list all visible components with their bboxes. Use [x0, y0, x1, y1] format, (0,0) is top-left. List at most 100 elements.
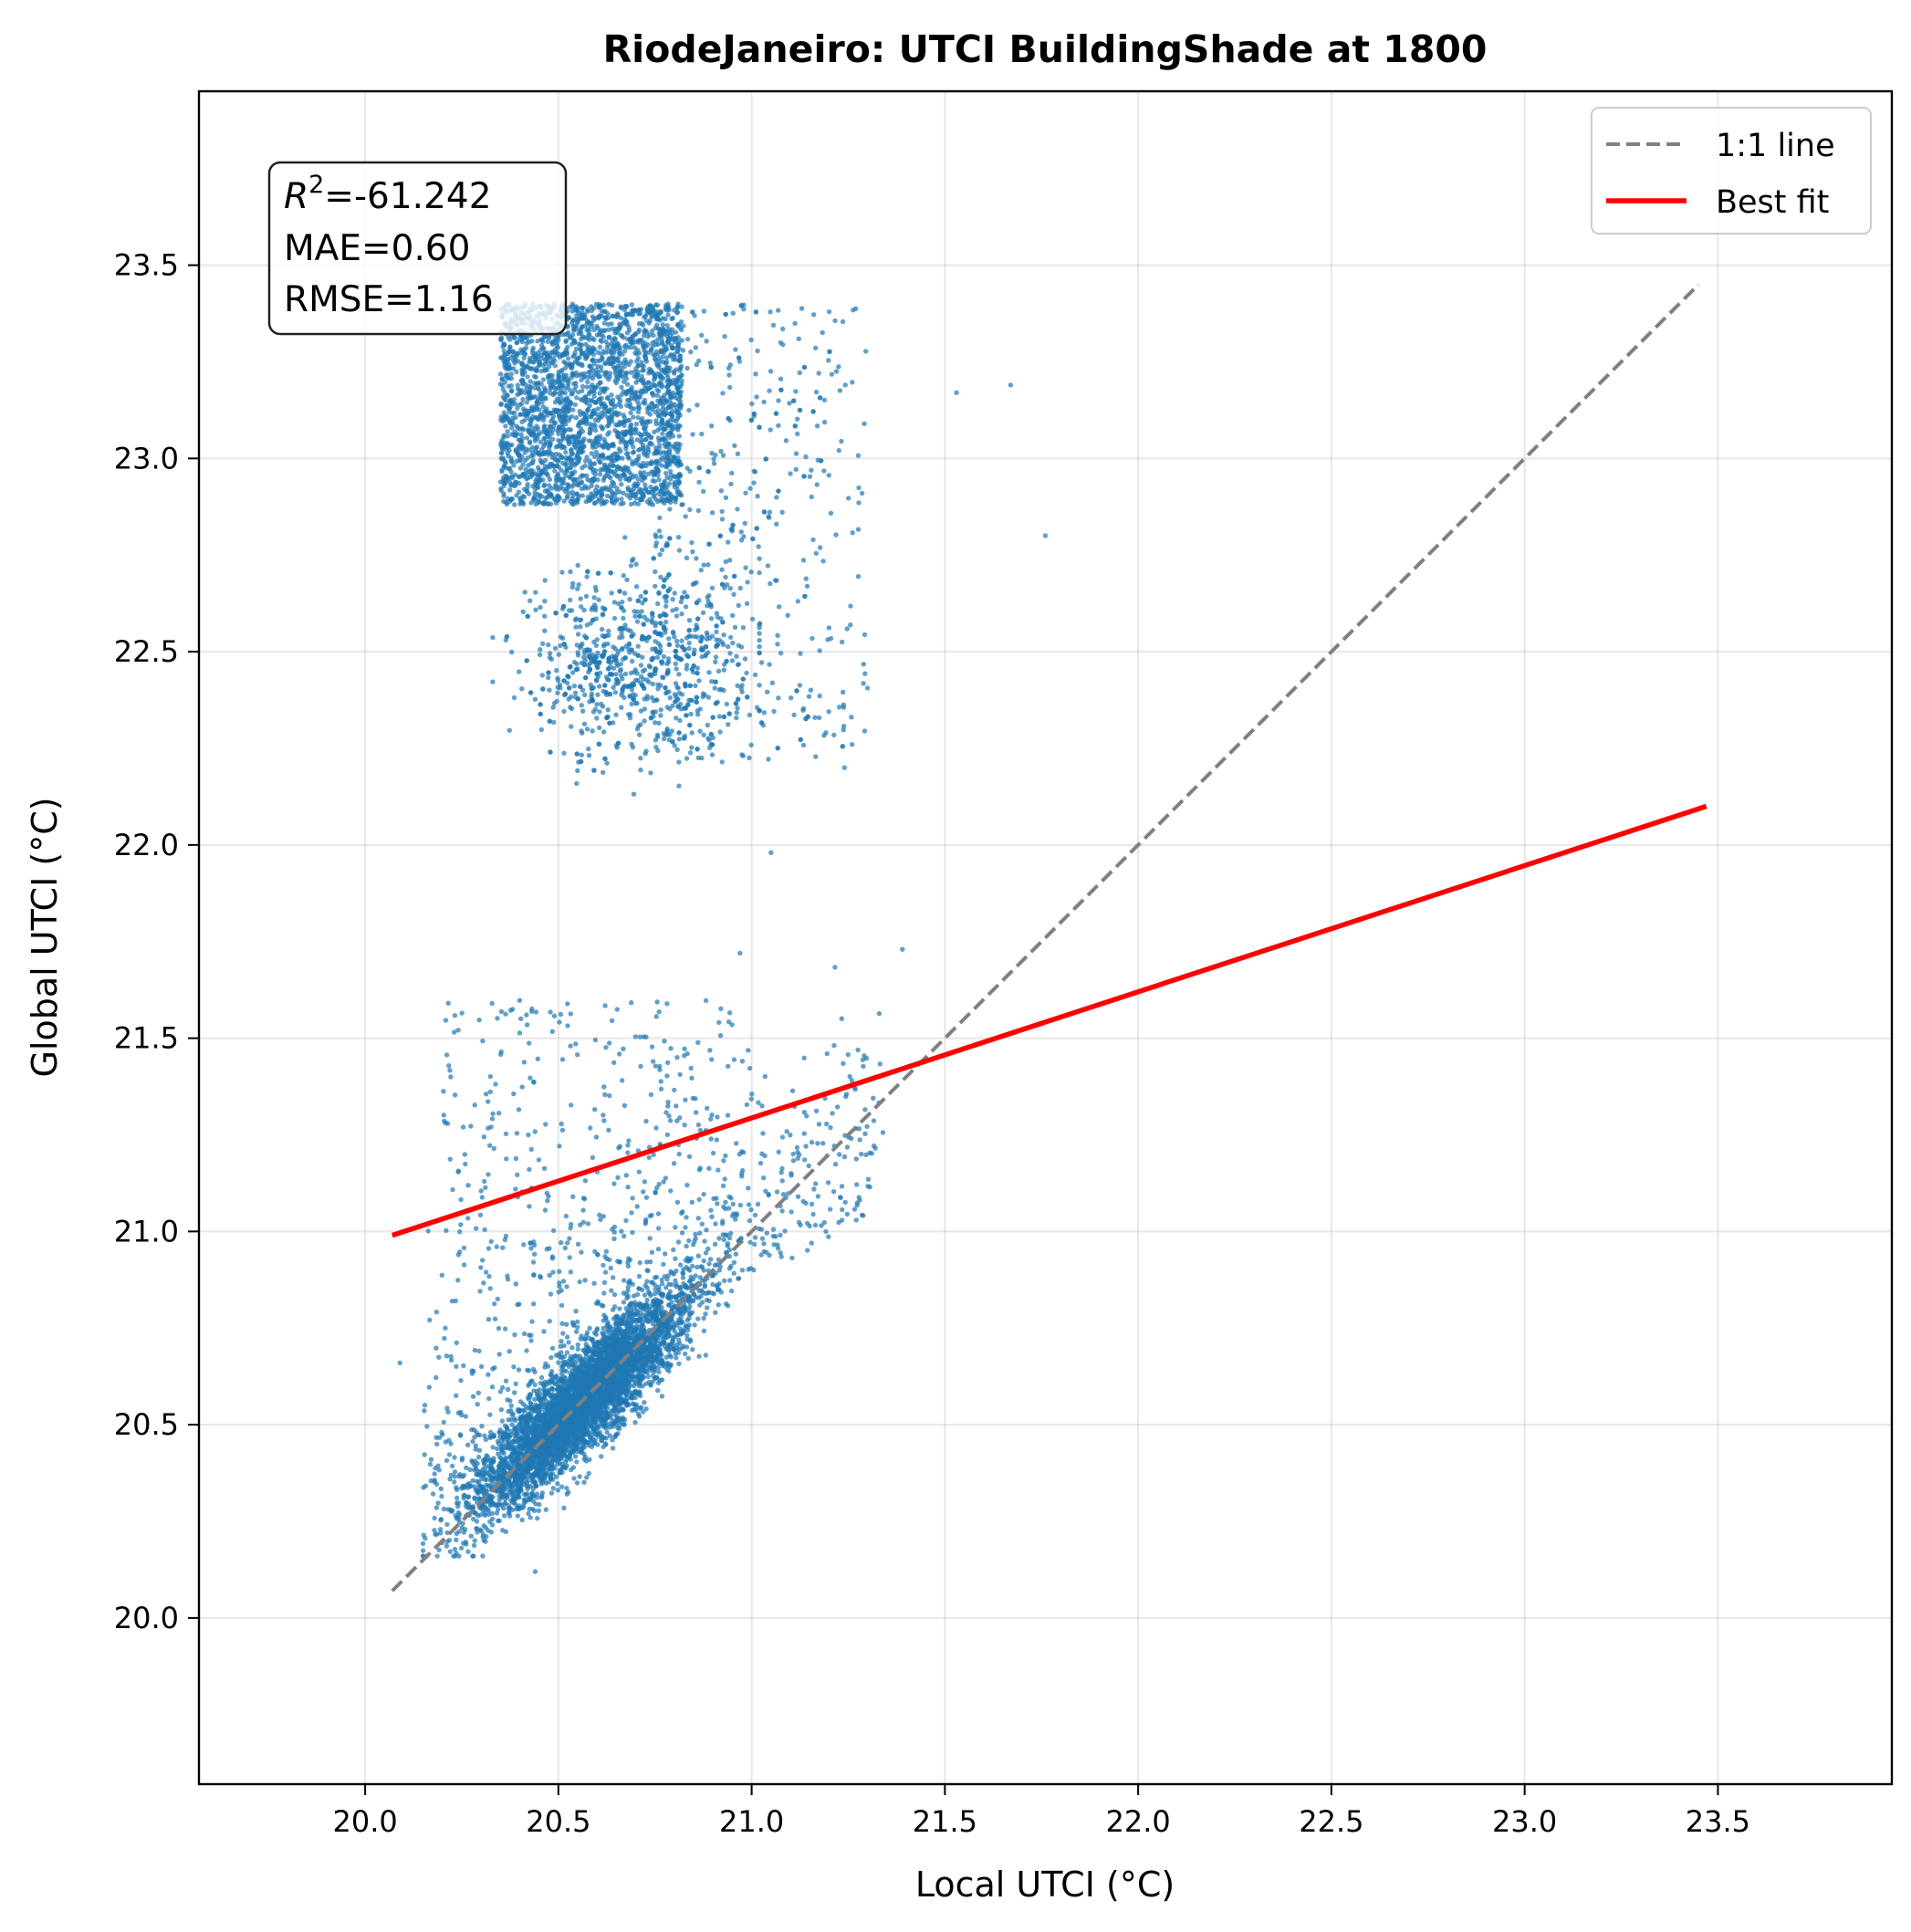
scatter-point — [602, 683, 607, 687]
scatter-point — [545, 489, 549, 494]
scatter-point — [588, 654, 592, 659]
scatter-point — [658, 552, 663, 557]
scatter-point — [860, 491, 864, 496]
scatter-point — [675, 442, 680, 446]
scatter-point — [674, 662, 678, 666]
scatter-point — [628, 431, 632, 435]
scatter-point — [655, 601, 660, 606]
scatter-point — [629, 647, 633, 652]
scatter-point — [643, 590, 648, 594]
scatter-point — [688, 684, 693, 688]
scatter-point — [527, 599, 532, 603]
scatter-point — [689, 540, 694, 545]
scatter-point — [502, 352, 506, 357]
scatter-point — [608, 374, 612, 379]
scatter-point — [584, 384, 589, 389]
scatter-point — [771, 323, 776, 328]
scatter-point — [614, 490, 619, 495]
scatter-point — [528, 690, 533, 694]
scatter-point — [856, 454, 861, 458]
scatter-point — [544, 440, 548, 444]
scatter-point — [562, 642, 567, 646]
scatter-point — [483, 1539, 487, 1543]
scatter-point — [593, 500, 598, 505]
scatter-point — [629, 371, 633, 375]
scatter-point — [647, 673, 652, 677]
scatter-point — [554, 452, 559, 456]
scatter-point — [588, 661, 592, 665]
scatter-point — [622, 535, 627, 539]
scatter-point — [652, 556, 656, 560]
scatter-point — [667, 391, 672, 395]
scatter-point — [706, 469, 711, 474]
scatter-point — [517, 496, 522, 501]
scatter-point — [593, 424, 598, 429]
scatter-point — [612, 616, 617, 621]
scatter-point — [435, 1500, 440, 1505]
scatter-point — [608, 692, 612, 696]
scatter-point — [757, 651, 761, 655]
scatter-point — [591, 347, 596, 351]
scatter-point — [862, 728, 867, 733]
scatter-point — [580, 384, 585, 389]
scatter-point — [720, 582, 725, 587]
scatter-point — [621, 616, 625, 621]
scatter-point — [759, 660, 764, 664]
scatter-point — [726, 372, 731, 377]
scatter-point — [628, 411, 632, 415]
scatter-point — [807, 694, 811, 699]
scatter-point — [617, 446, 621, 451]
scatter-point — [538, 605, 542, 610]
scatter-point — [679, 600, 684, 604]
scatter-point — [698, 639, 703, 643]
scatter-point — [613, 327, 618, 331]
scatter-point — [642, 432, 647, 436]
scatter-point — [650, 391, 654, 395]
scatter-point — [557, 379, 561, 383]
scatter-point — [661, 483, 665, 487]
scatter-point — [663, 604, 668, 609]
scatter-point — [596, 489, 600, 494]
scatter-point — [793, 423, 798, 428]
scatter-point — [574, 662, 579, 666]
scatter-point — [734, 654, 738, 659]
scatter-point — [507, 465, 512, 470]
scatter-point — [656, 591, 661, 596]
scatter-point — [778, 388, 783, 392]
scatter-point — [509, 389, 514, 393]
scatter-point — [569, 365, 574, 370]
scatter-point — [604, 715, 609, 720]
scatter-point — [666, 442, 671, 446]
scatter-point — [631, 308, 635, 312]
scatter-point — [633, 366, 638, 371]
scatter-point — [684, 594, 689, 599]
scatter-point — [704, 644, 708, 649]
scatter-point — [795, 417, 799, 422]
scatter-point — [579, 347, 583, 351]
scatter-point — [596, 371, 600, 375]
scatter-point — [519, 454, 524, 459]
scatter-point — [661, 376, 665, 381]
scatter-point — [614, 498, 619, 503]
scatter-point — [624, 452, 629, 456]
scatter-point — [679, 657, 684, 662]
scatter-point — [699, 333, 704, 338]
scatter-point — [561, 709, 566, 714]
scatter-point — [728, 362, 733, 367]
scatter-point — [516, 1513, 520, 1518]
scatter-point — [674, 410, 679, 414]
scatter-point — [563, 489, 568, 494]
scatter-point — [523, 352, 527, 357]
scatter-point — [745, 601, 749, 606]
scatter-point — [706, 670, 711, 674]
scatter-point — [579, 328, 583, 332]
scatter-point — [856, 500, 861, 505]
scatter-point — [571, 1476, 576, 1480]
scatter-point — [793, 389, 798, 393]
scatter-point — [575, 461, 580, 465]
scatter-point — [530, 366, 535, 371]
scatter-point — [762, 400, 767, 404]
scatter-point — [755, 349, 759, 353]
scatter-point — [523, 458, 527, 463]
scatter-point — [685, 465, 690, 470]
